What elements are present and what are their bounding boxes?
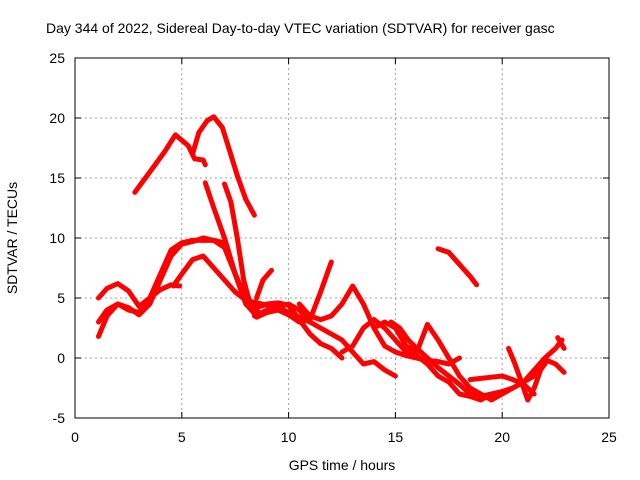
y-tick-label: -5	[53, 410, 66, 426]
tick-layer: 0 5 10 15 20 25 -5 0 5 10 15 20 25	[49, 50, 617, 445]
series-arc-20	[555, 335, 567, 351]
y-tick-label: 5	[57, 290, 65, 306]
y-tick-label: 0	[57, 350, 65, 366]
series-arc-19	[506, 345, 567, 403]
x-axis-label: GPS time / hours	[289, 457, 396, 473]
series-arc-15	[388, 319, 505, 399]
x-tick-label: 0	[71, 429, 79, 445]
grid-layer	[75, 58, 609, 418]
y-tick-label: 25	[49, 50, 65, 66]
y-axis-label: SDTVAR / TECUs	[4, 182, 20, 294]
y-tick-label: 10	[49, 230, 65, 246]
series-arc-2	[190, 114, 257, 218]
series-arc-9	[251, 301, 398, 379]
series-arc-10	[254, 259, 334, 325]
x-tick-label: 10	[281, 429, 297, 445]
y-tick-label: 15	[49, 170, 65, 186]
x-tick-label: 15	[388, 429, 404, 445]
series-arc-18	[489, 337, 565, 399]
series-arc-16	[435, 246, 480, 288]
series-layer	[96, 114, 567, 403]
x-tick-label: 5	[178, 429, 186, 445]
series-arc-1	[132, 132, 208, 195]
series-arc-5	[96, 281, 183, 309]
x-tick-label: 20	[494, 429, 510, 445]
y-tick-label: 20	[49, 110, 65, 126]
series-arc-13	[339, 317, 494, 403]
chart-title: Day 344 of 2022, Sidereal Day-to-day VTE…	[46, 20, 555, 36]
series-arc-11	[254, 267, 274, 301]
x-tick-label: 25	[601, 429, 617, 445]
series-arc-14	[371, 319, 548, 403]
